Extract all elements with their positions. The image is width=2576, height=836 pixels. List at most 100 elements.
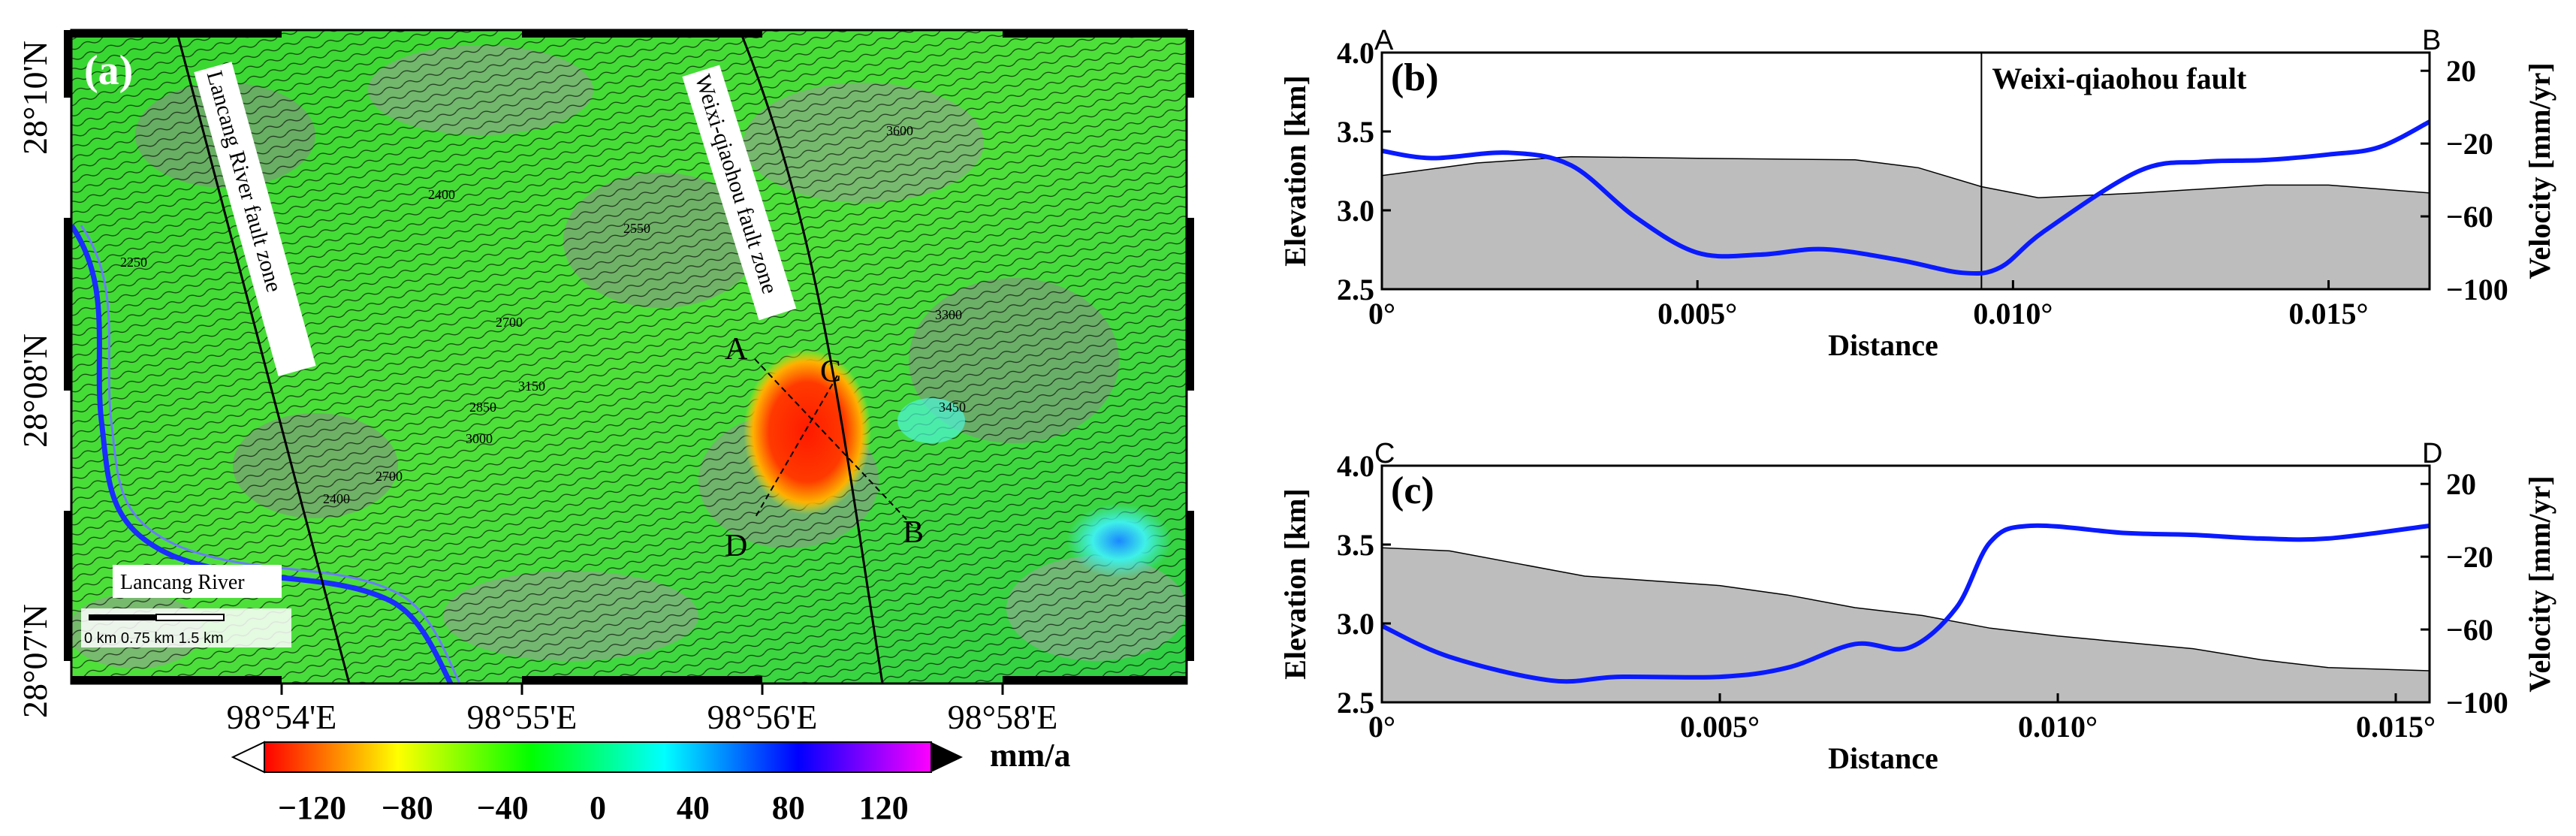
x-axis-label: Distance [1828,741,1938,775]
x-tick-label: 0.015° [2289,297,2369,330]
y-axis-label: Elevation [km] [1278,75,1312,266]
colorbar-tick-label: 0 [590,789,606,826]
panel-label-a: (a) [84,47,133,94]
uplift-anomaly [1066,503,1172,578]
contour-label: 2250 [120,255,147,270]
y2-axis-label: Velocity [mm/yr] [2523,62,2556,279]
contour-label: 3150 [518,379,545,394]
colorbar-ticks: −120 −80 −40 0 40 80 120 [278,789,909,826]
colorbar-tick-label: −40 [477,789,529,826]
profile-line-ab [754,358,913,527]
y2-tick-label: 20 [2446,54,2476,88]
profile-start-label: A [1374,25,1394,56]
colorbar-tick-label: −80 [382,789,433,826]
x-axis-label: Distance [1828,328,1938,362]
x-tick-label: 0.005° [1658,297,1737,330]
lancang-river [71,224,454,684]
subsidence-anomaly [744,349,871,515]
contour-label: 3300 [935,307,962,322]
y2-tick-label: −100 [2446,686,2508,720]
profile-point-b: B [903,515,924,550]
colorbar-tick-label: 80 [772,789,805,826]
profile-end-label: D [2422,438,2442,469]
river-label: Lancang River [120,571,245,594]
profile-point-d: D [725,529,747,563]
colorbar-tick-label: 120 [859,789,909,826]
contour-label: 2700 [496,315,523,330]
contour-label: 2700 [376,469,403,484]
contour-label: 2850 [469,400,496,415]
profile-panel-b: Weixi-qiaohou fault 0° 0.005° 0.010° 0.015° D… [1278,25,2556,362]
contour-labels: 2400 2550 2700 2850 3000 3150 3450 3300 3600 2400… [120,123,966,506]
x-tick-label: 0.015° [2356,710,2436,744]
contour-label: 2400 [323,491,350,506]
y2-tick-label: −60 [2446,200,2493,234]
map-y-tick-label: 28°07'N [16,604,54,718]
y-tick-label: 3.0 [1337,607,1374,641]
contour-label: 3000 [466,431,493,446]
contour-label: 2400 [428,187,455,202]
y-tick-label: 4.0 [1337,36,1374,70]
y2-tick-label: −60 [2446,613,2493,647]
colorbar-unit: mm/a [990,737,1071,774]
y-tick-label: 4.0 [1337,449,1374,483]
y-tick-label: 2.5 [1337,686,1374,720]
profile-end-label: B [2422,25,2441,56]
map-x-tick-label: 98°54'E [227,698,337,736]
profile-start-label: C [1374,438,1395,469]
map-x-ticks: 98°54'E 98°55'E 98°56'E 98°58'E [227,684,1058,736]
profile-endpoints: A B C D [725,332,924,563]
contour-label: 2550 [623,221,650,236]
profile-line-cd [754,375,838,519]
scale-bar-segment [89,614,156,620]
colorbar-tick-label: 40 [677,789,710,826]
colorbar-low-arrow [231,741,265,774]
x-tick-label: 0° [1368,297,1395,330]
colorbar: mm/a −120 −80 −40 0 40 80 120 [231,737,1071,826]
y2-tick-label: −20 [2446,127,2493,161]
elevation-area [1382,156,2430,289]
map-panel: (a) Lancang River fault zone Weixi-qiaoh… [16,29,1194,736]
colorbar-high-arrow [931,742,963,772]
panel-label: (b) [1391,56,1439,99]
y2-tick-label: 20 [2446,467,2476,501]
map-x-tick-label: 98°58'E [948,698,1058,736]
map-y-tick-label: 28°08'N [16,333,54,448]
x-tick-label: 0.010° [2018,710,2098,744]
elevation-line [1381,547,2430,672]
map-y-ticks: 28°10'N 28°08'N 28°07'N [16,41,54,718]
panel-label: (c) [1391,469,1434,512]
y2-tick-label: −20 [2446,540,2493,574]
map-border-ticks [64,30,1194,684]
y-tick-label: 3.5 [1337,528,1374,562]
colorbar-ramp [264,741,932,773]
y-tick-label: 3.5 [1337,115,1374,149]
weixi-fault-trace [738,30,884,684]
profile-panel-c: 0° 0.005° 0.010° 0.015° Distance 2.5 3.0 3.5 4.0… [1278,438,2556,775]
elevation-area [1382,548,2430,702]
y2-axis-label: Velocity [mm/yr] [2523,475,2556,692]
profile-point-c: C [820,355,841,389]
plot-frame [1380,464,2431,704]
contour-label: 3600 [886,123,913,138]
plot-frame [1380,51,2431,291]
velocity-line [1380,523,2430,684]
map-x-tick-label: 98°56'E [707,698,818,736]
map-y-tick-label: 28°10'N [16,41,54,155]
y-tick-label: 3.0 [1337,194,1374,228]
x-tick-label: 0° [1368,710,1395,744]
colorbar-tick-label: −120 [278,789,346,826]
map-x-tick-label: 98°55'E [467,698,578,736]
y-tick-label: 2.5 [1337,273,1374,306]
fault-marker-label: Weixi-qiaohou fault [1992,62,2247,95]
profile-point-a: A [725,332,748,367]
contour-label: 3450 [939,400,966,415]
x-tick-label: 0.005° [1680,710,1760,744]
river-label-box [113,565,282,598]
scale-bar-label: 0 km 0.75 km 1.5 km [84,630,224,647]
velocity-line [1381,119,2431,276]
y2-tick-label: −100 [2446,273,2508,306]
lancang-fault-trace [175,30,351,684]
y-axis-label: Elevation [km] [1278,488,1312,679]
